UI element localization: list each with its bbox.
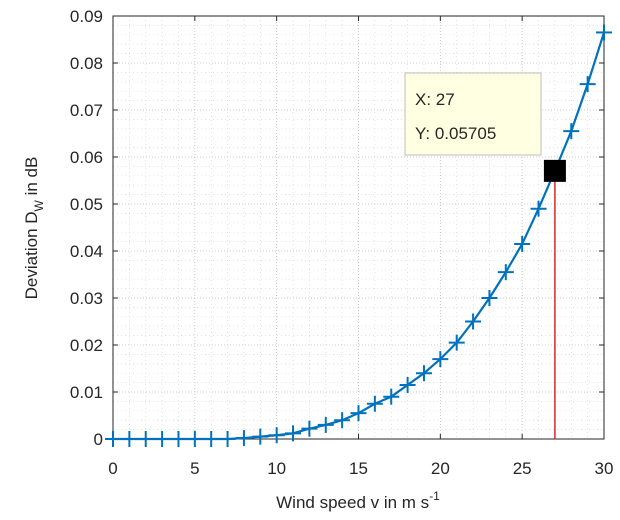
- major-grid: [113, 16, 604, 439]
- y-tick-label: 0.03: [70, 289, 103, 308]
- data-point-marker: [186, 431, 203, 447]
- data-point-marker: [268, 427, 285, 444]
- data-point-marker: [137, 431, 154, 447]
- data-point-marker: [105, 431, 121, 447]
- x-tick-label: 0: [108, 459, 117, 478]
- data-point-marker: [497, 264, 514, 281]
- y-axis-label-main: Deviation D: [22, 211, 41, 299]
- x-axis-label-main: Wind speed v in m s: [276, 493, 429, 512]
- x-tick-label: 15: [349, 459, 368, 478]
- datatip-y-text: Y: 0.05705: [415, 124, 496, 143]
- y-tick-label: 0.08: [70, 54, 103, 73]
- y-axis-label: Deviation DW in dB: [22, 157, 46, 300]
- y-tick-label: 0.01: [70, 383, 103, 402]
- data-point-marker: [563, 123, 580, 140]
- y-axis-label-unit: in dB: [22, 157, 41, 200]
- data-point-marker: [399, 376, 416, 393]
- data-point-marker: [219, 431, 236, 447]
- data-point-marker: [317, 416, 334, 433]
- y-tick-label: 0.05: [70, 195, 103, 214]
- data-point-marker: [334, 412, 351, 429]
- datatip-box[interactable]: [404, 72, 542, 156]
- y-tick-label: 0.07: [70, 101, 103, 120]
- datatip[interactable]: X: 27 Y: 0.05705: [404, 72, 566, 182]
- datatip-x-text: X: 27: [415, 90, 455, 109]
- data-point-marker: [432, 351, 449, 368]
- data-point-marker: [285, 425, 302, 442]
- data-point-marker: [301, 420, 318, 437]
- x-tick-label: 30: [595, 459, 614, 478]
- x-tick-label: 5: [190, 459, 199, 478]
- y-tick-label: 0: [94, 430, 103, 449]
- y-tick-label: 0.04: [70, 242, 103, 261]
- data-point-marker: [530, 200, 547, 217]
- data-point-marker: [121, 431, 138, 447]
- x-tick-labels: 0 5 10 15 20 25 30: [108, 459, 613, 478]
- data-point-marker: [235, 430, 252, 447]
- x-tick-label: 10: [267, 459, 286, 478]
- y-tick-label: 0.09: [70, 7, 103, 26]
- data-point-marker: [252, 428, 269, 445]
- y-tick-label: 0.06: [70, 148, 103, 167]
- data-point-marker: [514, 235, 531, 252]
- x-axis-label-superscript: -1: [429, 489, 440, 503]
- x-tick-label: 25: [513, 459, 532, 478]
- data-point-marker: [350, 405, 367, 422]
- y-tick-label: 0.02: [70, 336, 103, 355]
- data-point-marker: [448, 334, 465, 351]
- x-axis-label: Wind speed v in m s-1: [276, 489, 440, 512]
- data-point-marker: [154, 431, 171, 447]
- data-point-marker: [481, 290, 498, 306]
- data-point-marker: [203, 431, 220, 447]
- data-point-marker: [383, 388, 400, 405]
- datatip-marker[interactable]: [543, 159, 566, 182]
- data-point-marker: [465, 313, 482, 330]
- series-layer: [105, 24, 612, 447]
- data-point-marker: [170, 431, 187, 447]
- x-tick-label: 20: [431, 459, 450, 478]
- data-point-marker: [366, 395, 383, 412]
- data-point-marker: [596, 24, 612, 41]
- data-point-marker: [415, 365, 432, 382]
- y-axis-label-subscript: W: [32, 199, 46, 211]
- y-tick-labels: 0 0.01 0.02 0.03 0.04 0.05 0.06 0.07 0.08 0.09: [70, 7, 103, 449]
- data-point-marker: [579, 76, 596, 93]
